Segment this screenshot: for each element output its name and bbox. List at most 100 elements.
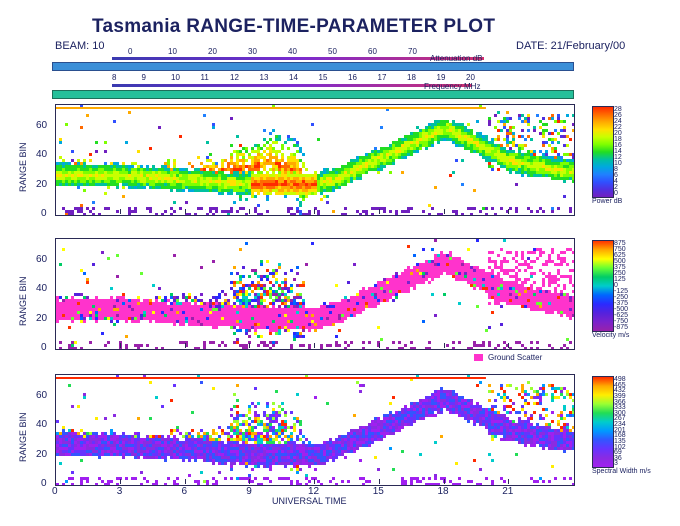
attenuation-tick: 10 [168,47,177,56]
colorbar-tick: 12 [614,154,622,161]
colorbar-tick: 3 [614,460,618,468]
x-tick-mark [508,209,510,214]
panel-velocity [55,238,575,350]
x-tick-mark [314,479,315,484]
x-tick-mark [55,343,56,348]
x-tick-label: 9 [246,486,252,497]
colorbar-tick: 465 [614,381,626,389]
x-tick-mark [184,479,186,484]
colorbar-tick: 366 [614,398,626,406]
y-tick-label: 20 [36,178,48,190]
x-tick-mark [378,479,380,484]
panel-spectral_width [55,374,575,486]
colorbar-tick: 0 [614,282,618,289]
colorbar-label: Spectral Width m/s [592,468,651,475]
frequency-label: Frequency MHz [424,82,481,91]
colorbar-tick: 168 [614,432,626,440]
x-tick-mark [249,343,251,348]
x-tick-mark [443,479,445,484]
frequency-tick: 13 [259,73,269,82]
colorbar-tick: -875 [614,324,629,331]
attenuation-scale: 0 10 20 30 40 50 60 70 Attenuation dB [52,47,574,75]
y-tick-label: 40 [36,283,48,295]
colorbar-tick: 14 [614,148,622,155]
frequency-tick: 9 [141,73,146,82]
colorbar-tick: -625 [614,312,629,319]
attenuation-label: Attenuation dB [430,54,483,63]
x-tick-label: 15 [372,486,384,497]
beam-label: BEAM: 10 [55,40,105,52]
x-tick-label: 6 [181,486,188,497]
colorbar-tick: 6 [614,172,618,179]
frequency-bar [52,90,574,99]
colorbar-tick: 333 [614,404,626,412]
colorbar-power [592,106,614,198]
attenuation-tick: 50 [328,47,337,56]
colorbar-tick: 498 [614,376,626,383]
attenuation-tick: 40 [288,47,297,56]
frequency-tick: 15 [318,73,328,82]
colorbar-tick: 250 [614,270,626,277]
frequency-tick: 10 [171,73,180,82]
x-axis-label: UNIVERSAL TIME [272,496,347,506]
x-tick-label: 3 [116,486,123,497]
colorbar-tick: 18 [614,136,622,143]
x-tick-mark [378,343,380,348]
attenuation-tick: 30 [248,47,257,56]
panel-power [55,104,575,216]
colorbar-tick: 375 [614,264,626,271]
frequency-ticks: 8 9 10 11 12 13 14 15 16 17 18 19 20 [52,73,572,83]
y-tick-label: 40 [36,149,48,161]
frequency-tick: 11 [200,73,209,82]
attenuation-tick: 20 [208,47,217,56]
frequency-tick: 18 [407,73,416,82]
x-tick-label: 12 [308,486,320,497]
colorbar-tick: 625 [614,252,626,259]
colorbar-tick: -125 [614,288,629,295]
colorbar-tick: 16 [614,142,622,149]
colorbar-tick: -750 [614,318,629,325]
page-title: Tasmania RANGE-TIME-PARAMETER PLOT [92,16,496,37]
ground-scatter-label: Ground Scatter [488,353,543,362]
frequency-tick: 14 [289,73,298,82]
frequency-tick: 16 [348,73,357,82]
x-tick-label: 18 [437,486,449,497]
colorbar-tick: 8 [614,166,618,173]
x-tick-mark [184,343,186,348]
frequency-scale: 8 9 10 11 12 13 14 15 16 17 18 19 20 Frequency MHz [52,73,574,101]
heatmap-velocity [56,239,574,349]
colorbar-tick: 4 [614,178,618,185]
colorbar-tick: -500 [614,306,629,313]
date-label: DATE: 21/February/00 [516,40,626,52]
colorbar-tick: 24 [614,118,622,125]
y-tick-label: 0 [41,342,47,353]
y-axis-label: RANGE BIN [18,412,28,462]
y-tick-label: 0 [41,478,47,489]
frequency-tick: 20 [466,73,475,82]
colorbar-label: Power dB [592,198,623,205]
x-tick-mark [55,479,56,484]
y-axis-label: RANGE BIN [18,276,28,326]
colorbar-tick: 69 [614,449,622,457]
colorbar-spectral_width [592,376,614,468]
y-tick-label: 0 [41,208,47,219]
colorbar-tick: 875 [614,240,626,247]
colorbar-velocity [592,240,614,332]
y-tick-label: 60 [36,254,48,265]
colorbar-tick: -250 [614,294,629,301]
y-tick-label: 60 [36,390,48,401]
frequency-tick: 19 [436,73,446,82]
top-band-line [56,377,486,379]
frequency-tick: 12 [230,73,239,82]
colorbar-tick: 28 [614,106,622,113]
colorbar-tick: 26 [614,112,622,119]
x-tick-mark [249,479,251,484]
attenuation-ticks: 0 10 20 30 40 50 60 70 [52,47,572,57]
colorbar-tick: 267 [614,415,626,423]
colorbar-tick: 399 [614,392,626,400]
colorbar-tick: 22 [614,124,622,131]
x-tick-mark [378,209,380,214]
colorbar-tick: 300 [614,409,626,417]
y-tick-label: 40 [36,419,48,431]
colorbar-tick: 102 [614,443,626,451]
